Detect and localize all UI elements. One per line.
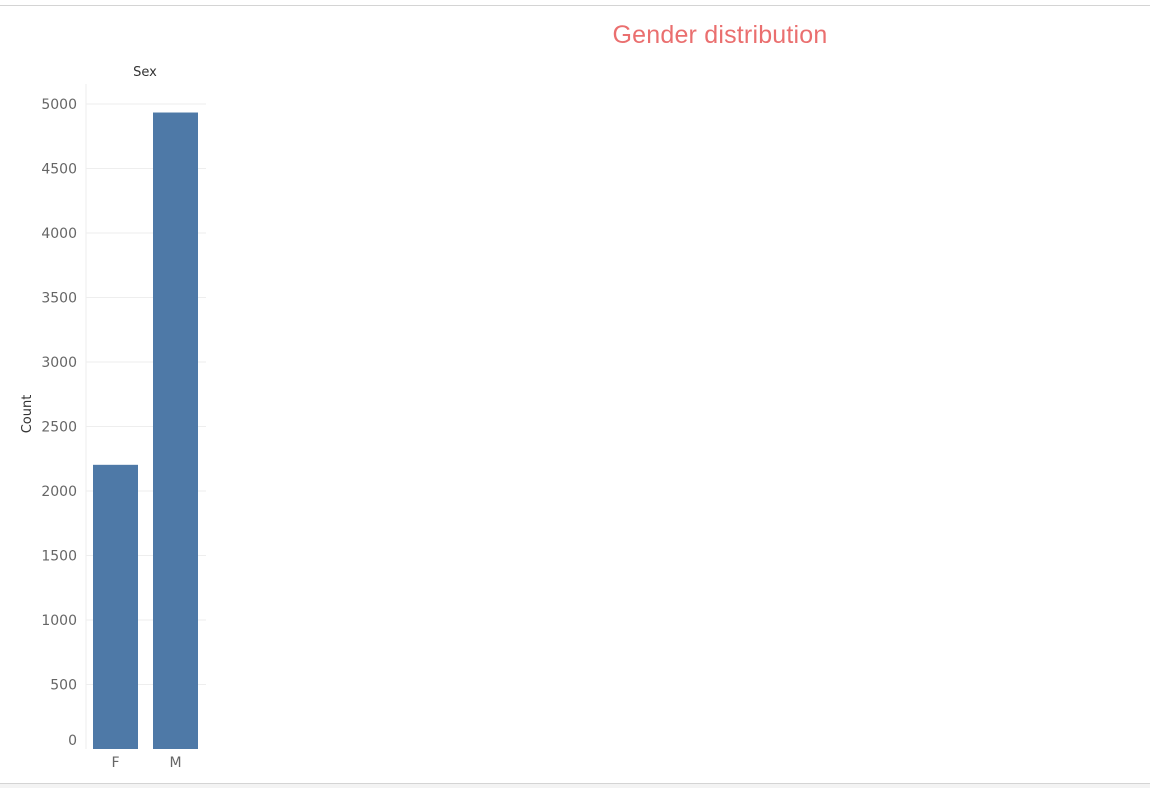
bottom-border	[0, 783, 1150, 784]
column-header-sex: Sex	[133, 65, 157, 80]
y-tick-label: 5000	[41, 97, 77, 113]
y-tick-label: 0	[68, 733, 77, 749]
y-tick-label: 2500	[41, 420, 77, 436]
x-category-label-f: F	[111, 755, 119, 771]
bar-m	[153, 112, 198, 750]
chart-title: Gender distribution	[612, 21, 828, 49]
y-tick-label: 2000	[41, 484, 77, 500]
y-tick-label: 500	[50, 678, 77, 694]
y-tick-label: 3000	[41, 355, 77, 371]
bar-f	[93, 464, 138, 749]
y-tick-label: 4500	[41, 162, 77, 178]
bars	[93, 112, 198, 750]
x-category-label-m: M	[169, 755, 181, 771]
y-tick-labels: 0 500 1000 1500 2000 2500 3000 3500 4000 4500 5000	[41, 97, 77, 749]
y-tick-label: 4000	[41, 226, 77, 242]
bottom-band	[0, 784, 1150, 788]
y-tick-label: 1500	[41, 549, 77, 565]
y-tick-label: 3500	[41, 291, 77, 307]
y-tick-label: 1000	[41, 613, 77, 629]
top-border	[0, 5, 1150, 6]
y-axis-title: Count	[20, 395, 35, 434]
